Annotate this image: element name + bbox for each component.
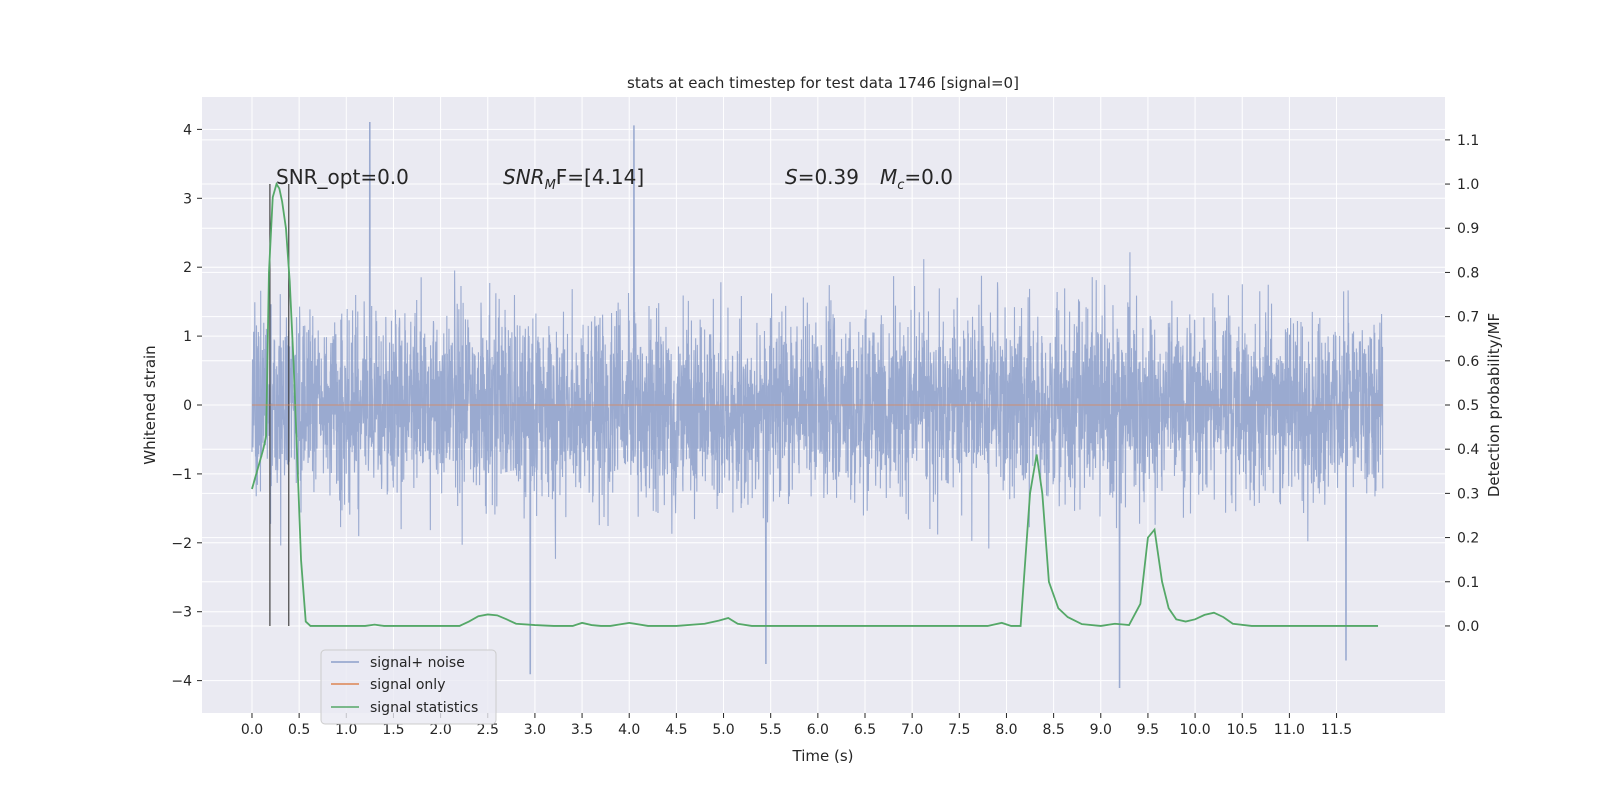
x-tick-label: 6.5: [854, 722, 876, 738]
annotation-s-label: S: [785, 165, 798, 189]
y-tick-label: −4: [171, 674, 192, 690]
annotation-mc-main: M: [880, 165, 897, 189]
y2-tick-label: 0.2: [1457, 531, 1479, 547]
y-tick-label: 4: [183, 122, 192, 138]
y-tick-label: 1: [183, 329, 192, 345]
x-tick-label: 5.0: [712, 722, 734, 738]
y2-tick-label: 0.6: [1457, 354, 1479, 370]
annotation-snr-opt: SNR_opt=0.0: [276, 165, 409, 189]
x-tick-label: 6.0: [807, 722, 829, 738]
x-tick-label: 7.0: [901, 722, 923, 738]
y2-tick-label: 0.7: [1457, 310, 1479, 326]
x-tick-label: 10.0: [1179, 722, 1210, 738]
x-tick-label: 8.0: [995, 722, 1017, 738]
x-tick-label: 2.5: [477, 722, 499, 738]
x-tick-label: 11.0: [1274, 722, 1305, 738]
x-tick-label: 9.0: [1090, 722, 1112, 738]
y-tick-label: −1: [171, 467, 192, 483]
annotation-snr-mf-main: SNR: [503, 165, 545, 189]
y-tick-label: 3: [183, 191, 192, 207]
legend-label-signal-noise: signal+ noise: [370, 655, 465, 671]
series-signal-statistics: [251, 181, 1379, 627]
y2-tick-label: 0.0: [1457, 619, 1479, 635]
x-tick-label: 0.0: [241, 722, 263, 738]
annotation-s-value: =0.39: [798, 165, 859, 189]
legend-label-signal-only: signal only: [370, 677, 445, 693]
y2-tick-label: 0.3: [1457, 486, 1479, 502]
y2-tick-label: 0.4: [1457, 442, 1479, 458]
chart-title: stats at each timestep for test data 174…: [627, 74, 1019, 92]
x-tick-label: 2.0: [429, 722, 451, 738]
y2-tick-label: 0.1: [1457, 575, 1479, 591]
x-axis-label: Time (s): [792, 747, 854, 765]
annotation-mc: Mc=0.0: [880, 165, 953, 193]
y2-axis-ticks: 1.1 1.0 0.9 0.8 0.7 0.6 0.5 0.4 0.3 0.2 0.1 0.0: [1445, 133, 1479, 635]
x-axis-ticks: 0.0 0.5 1.0 1.5 2.0 2.5 3.0 3.5 4.0 4.5 5.0 5.5 6.0 6…: [241, 713, 1352, 738]
annotation-snr-mf: SNRMF=[4.14]: [503, 165, 644, 193]
legend-box: [320, 649, 497, 725]
legend: signal+ noise signal only signal statist…: [320, 649, 497, 725]
x-tick-label: 8.5: [1042, 722, 1064, 738]
annotation-s: S=0.39: [785, 165, 859, 189]
y-tick-label: 2: [183, 260, 192, 276]
x-tick-label: 4.5: [665, 722, 687, 738]
y2-tick-label: 0.8: [1457, 265, 1479, 281]
x-tick-label: 3.5: [571, 722, 593, 738]
annotation-mc-value: =0.0: [904, 165, 953, 189]
y2-tick-label: 0.5: [1457, 398, 1479, 414]
y-tick-label: −3: [171, 605, 192, 621]
x-tick-label: 1.0: [335, 722, 357, 738]
x-tick-label: 1.5: [382, 722, 404, 738]
y2-tick-label: 1.1: [1457, 133, 1479, 149]
legend-label-signal-statistics: signal statistics: [370, 700, 478, 716]
x-tick-label: 4.0: [618, 722, 640, 738]
y2-axis-label: Detection probability/MF: [1485, 313, 1503, 497]
signal-statistics-line: [251, 181, 1379, 627]
x-tick-label: 7.5: [948, 722, 970, 738]
y-tick-label: −2: [171, 536, 192, 552]
signal-noise-line: [251, 121, 1384, 689]
annotation-mc-sub: c: [897, 178, 904, 193]
y-tick-label: 0: [183, 398, 192, 414]
y2-tick-label: 0.9: [1457, 221, 1479, 237]
y-axis-ticks: 4 3 2 1 0 −1 −2 −3 −4: [171, 122, 202, 690]
x-tick-label: 0.5: [288, 722, 310, 738]
x-tick-label: 11.5: [1321, 722, 1352, 738]
y2-tick-label: 1.0: [1457, 177, 1479, 193]
x-tick-label: 5.5: [760, 722, 782, 738]
x-tick-label: 3.0: [524, 722, 546, 738]
x-tick-label: 10.5: [1227, 722, 1258, 738]
x-tick-label: 9.5: [1137, 722, 1159, 738]
annotation-snr-mf-sub: M: [545, 178, 556, 193]
y-axis-label: Whitened strain: [141, 345, 159, 464]
annotation-snr-mf-rest: F=[4.14]: [556, 165, 644, 189]
series-signal-noise: [251, 121, 1384, 689]
